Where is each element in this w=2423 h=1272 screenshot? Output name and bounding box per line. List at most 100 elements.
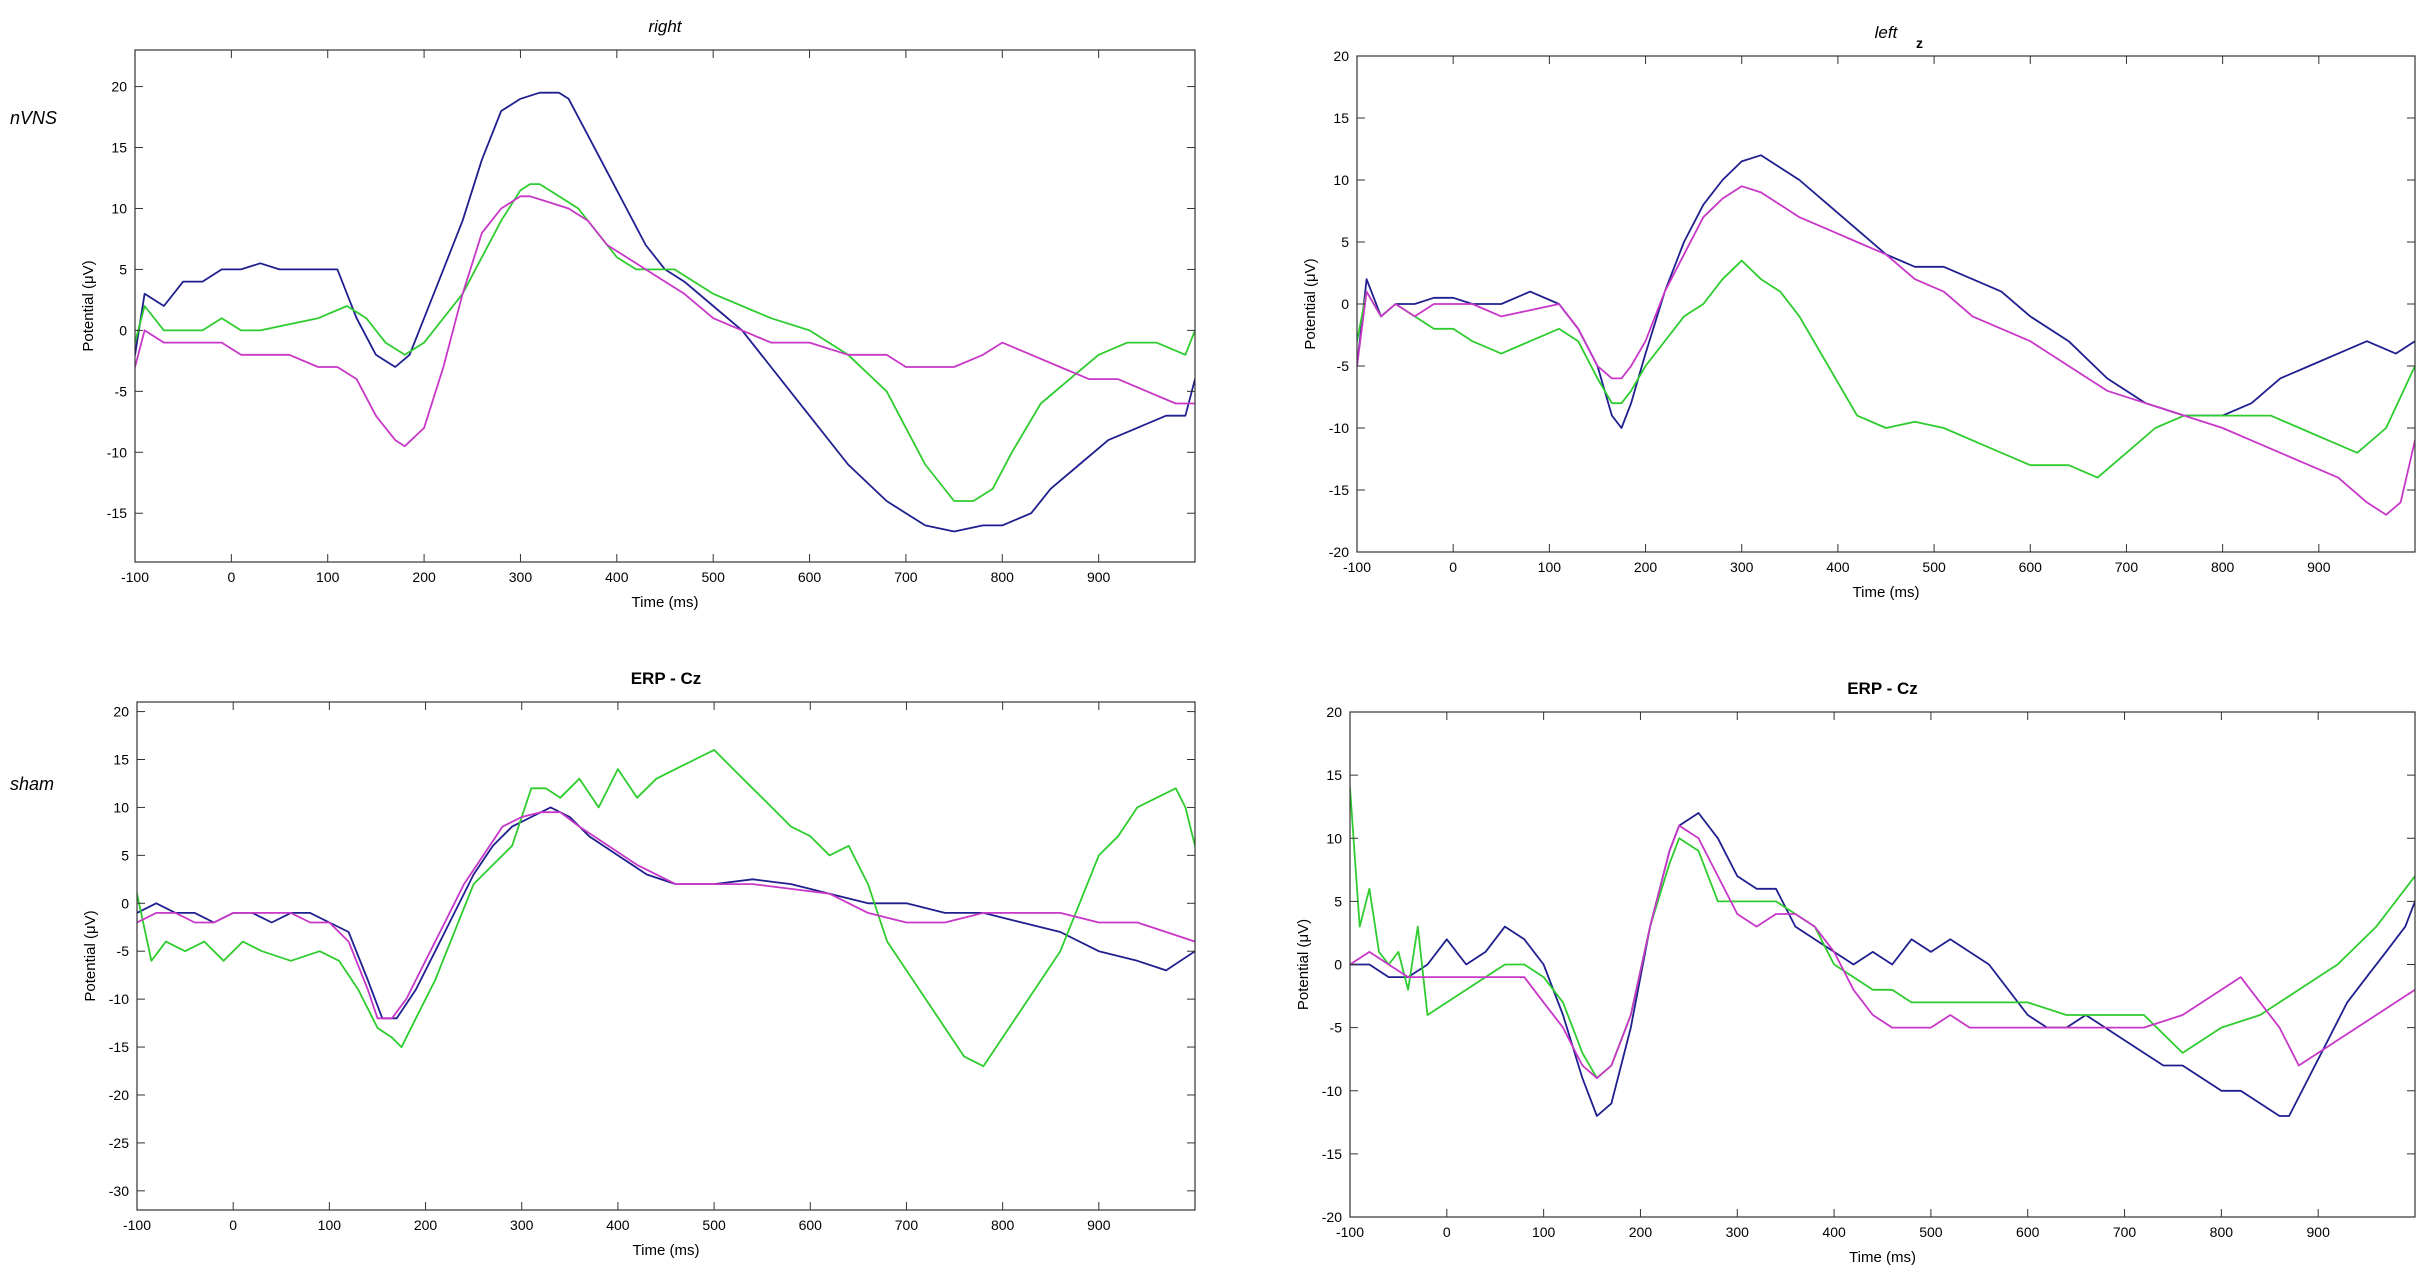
series-line-blue bbox=[137, 806, 1195, 1020]
series-line-magenta bbox=[135, 195, 1195, 448]
x-axis-label: Time (ms) bbox=[632, 594, 699, 611]
panel-title: right bbox=[648, 17, 682, 36]
panel-sham-erp-cz-b: -100 0 100 200 300 400 500 600 700 800 900-20-15-1… bbox=[1295, 679, 2416, 1266]
x-tick-label: 500 bbox=[1919, 1224, 1943, 1240]
y-tick-label: 15 bbox=[1326, 767, 1342, 783]
y-tick-label: -10 bbox=[1322, 1083, 1342, 1099]
y-tick-label: 5 bbox=[1341, 234, 1349, 250]
y-tick-label: -5 bbox=[1330, 1020, 1343, 1036]
x-tick-label: 300 bbox=[509, 569, 533, 585]
x-tick-label: 800 bbox=[991, 1217, 1015, 1233]
x-tick-label: 200 bbox=[412, 569, 436, 585]
y-axis-label: Potential (μV) bbox=[82, 910, 99, 1001]
x-tick-label: -100 bbox=[1336, 1224, 1364, 1240]
y-tick-label: -20 bbox=[109, 1087, 129, 1103]
x-tick-label: 700 bbox=[2115, 559, 2139, 575]
y-tick-label: -5 bbox=[115, 383, 128, 399]
x-axis-label: Time (ms) bbox=[1853, 584, 1920, 601]
y-tick-label: 20 bbox=[1326, 704, 1342, 720]
y-tick-label: -30 bbox=[109, 1183, 129, 1199]
series-line-magenta bbox=[1357, 185, 2415, 516]
y-tick-label: -25 bbox=[109, 1135, 129, 1151]
x-tick-label: 900 bbox=[1087, 569, 1111, 585]
x-tick-label: 500 bbox=[702, 1217, 726, 1233]
x-tick-label: 100 bbox=[1538, 559, 1562, 575]
x-tick-label: 300 bbox=[510, 1217, 534, 1233]
series-line-green bbox=[137, 749, 1195, 1068]
series-line-magenta bbox=[137, 811, 1195, 1020]
x-tick-label: 700 bbox=[894, 569, 918, 585]
y-tick-label: 10 bbox=[111, 200, 127, 216]
axes-frame bbox=[1356, 55, 2416, 553]
y-tick-label: -10 bbox=[1329, 420, 1349, 436]
y-tick-label: -15 bbox=[1322, 1146, 1342, 1162]
series-line-blue bbox=[1357, 154, 2415, 429]
y-tick-label: 10 bbox=[113, 799, 129, 815]
y-tick-label: 15 bbox=[111, 140, 127, 156]
x-tick-label: 0 bbox=[227, 569, 235, 585]
x-tick-label: 0 bbox=[1443, 1224, 1451, 1240]
x-tick-label: -100 bbox=[123, 1217, 151, 1233]
y-tick-label: 0 bbox=[1341, 296, 1349, 312]
x-tick-label: 800 bbox=[2211, 559, 2235, 575]
series-group bbox=[137, 749, 1195, 1068]
x-tick-label: 600 bbox=[2016, 1224, 2040, 1240]
panel-nvns-right: -100 0 100 200 300 400 500 600 700 800 900-15-10-5… bbox=[80, 17, 1196, 611]
y-tick-label: 15 bbox=[1333, 110, 1349, 126]
x-tick-label: 200 bbox=[1634, 559, 1658, 575]
series-line-green bbox=[135, 183, 1195, 502]
y-axis-label: Potential (μV) bbox=[80, 260, 97, 351]
y-tick-label: -15 bbox=[107, 505, 127, 521]
y-tick-label: -15 bbox=[1329, 482, 1349, 498]
x-tick-label: 700 bbox=[2113, 1224, 2137, 1240]
y-tick-label: -10 bbox=[109, 991, 129, 1007]
y-tick-label: 5 bbox=[1334, 893, 1342, 909]
y-tick-label: -20 bbox=[1329, 544, 1349, 560]
y-tick-label: 0 bbox=[121, 895, 129, 911]
x-tick-label: 800 bbox=[2210, 1224, 2234, 1240]
series-line-green bbox=[1350, 786, 2415, 1079]
axes-frame bbox=[136, 701, 1196, 1211]
y-tick-label: 20 bbox=[111, 79, 127, 95]
axes-frame bbox=[134, 49, 1196, 563]
x-tick-label: 400 bbox=[1826, 559, 1850, 575]
y-tick-label: 0 bbox=[119, 322, 127, 338]
series-group bbox=[1357, 154, 2415, 516]
y-tick-label: 15 bbox=[113, 752, 129, 768]
x-tick-label: -100 bbox=[121, 569, 149, 585]
y-tick-label: -20 bbox=[1322, 1209, 1342, 1225]
x-tick-label: 300 bbox=[1730, 559, 1754, 575]
series-line-green bbox=[1357, 259, 2415, 479]
y-tick-label: 5 bbox=[121, 847, 129, 863]
series-group bbox=[1350, 786, 2415, 1117]
x-tick-label: 500 bbox=[702, 569, 726, 585]
y-tick-label: 10 bbox=[1333, 172, 1349, 188]
panel-title: ERP - Cz bbox=[1847, 679, 1918, 698]
x-tick-label: 900 bbox=[1087, 1217, 1111, 1233]
x-axis-label: Time (ms) bbox=[1849, 1249, 1916, 1266]
x-tick-label: 600 bbox=[2019, 559, 2043, 575]
y-tick-label: 0 bbox=[1334, 957, 1342, 973]
panel-title: left bbox=[1875, 23, 1899, 42]
row-label-sham: sham bbox=[10, 774, 54, 794]
series-line-blue bbox=[135, 91, 1195, 533]
y-tick-label: -5 bbox=[1337, 358, 1350, 374]
x-tick-label: 900 bbox=[2307, 1224, 2331, 1240]
y-tick-label: 20 bbox=[1333, 48, 1349, 64]
x-tick-label: 200 bbox=[1629, 1224, 1653, 1240]
y-tick-label: 20 bbox=[113, 704, 129, 720]
x-tick-label: 100 bbox=[318, 1217, 342, 1233]
x-tick-label: 200 bbox=[414, 1217, 438, 1233]
y-tick-label: -5 bbox=[117, 943, 130, 959]
x-tick-label: 800 bbox=[991, 569, 1015, 585]
y-tick-label: -10 bbox=[107, 444, 127, 460]
x-tick-label: 700 bbox=[895, 1217, 919, 1233]
series-line-magenta bbox=[1350, 824, 2415, 1079]
x-tick-label: 400 bbox=[1822, 1224, 1846, 1240]
x-tick-label: 600 bbox=[798, 569, 822, 585]
y-axis-label: Potential (μV) bbox=[1302, 258, 1319, 349]
x-tick-label: 100 bbox=[316, 569, 340, 585]
x-tick-label: 100 bbox=[1532, 1224, 1556, 1240]
series-line-blue bbox=[1350, 812, 2415, 1117]
